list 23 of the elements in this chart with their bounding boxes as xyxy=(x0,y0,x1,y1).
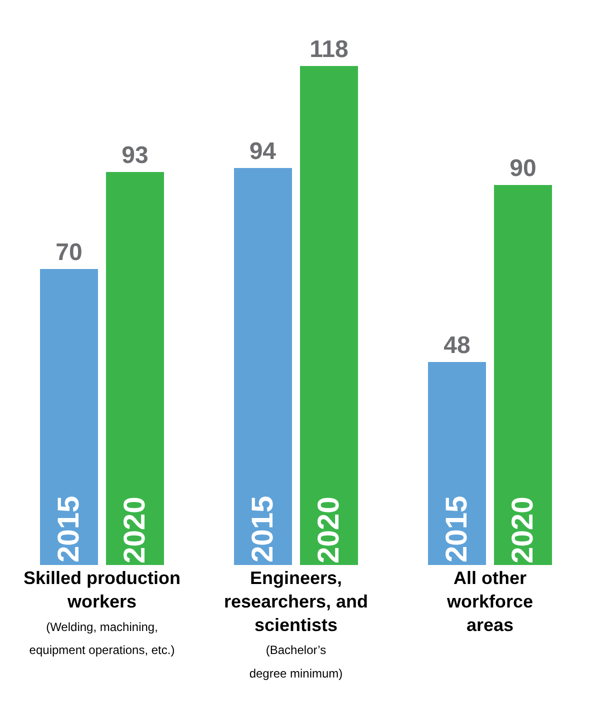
data-label: 93 xyxy=(122,142,148,169)
text: 2020 xyxy=(506,496,540,564)
x-tick-label: All other workforce areas xyxy=(446,568,534,635)
data-label: 70 xyxy=(56,239,82,266)
bar xyxy=(40,269,98,565)
text: (Bachelor’s degree minimum) xyxy=(249,643,343,681)
series-label: 2015 xyxy=(52,496,86,563)
bar xyxy=(106,172,164,565)
bar xyxy=(300,66,358,565)
bar xyxy=(428,362,486,565)
bar xyxy=(494,185,552,565)
data-label: 90 xyxy=(510,155,536,182)
data-label: 48 xyxy=(444,332,470,359)
text: (Welding, machining, equipment operations, etc.) xyxy=(29,620,175,658)
data-label: 94 xyxy=(249,138,277,165)
text: 2015 xyxy=(246,496,280,563)
text: 2015 xyxy=(440,496,474,563)
x-tick-label: Engineers, researchers, and scientists xyxy=(224,568,368,635)
series-label: 2020 xyxy=(118,496,152,564)
data-label: 118 xyxy=(310,36,348,63)
text: 2020 xyxy=(312,496,346,564)
bar xyxy=(234,168,292,565)
x-tick-label: Skilled production workers xyxy=(23,568,181,612)
